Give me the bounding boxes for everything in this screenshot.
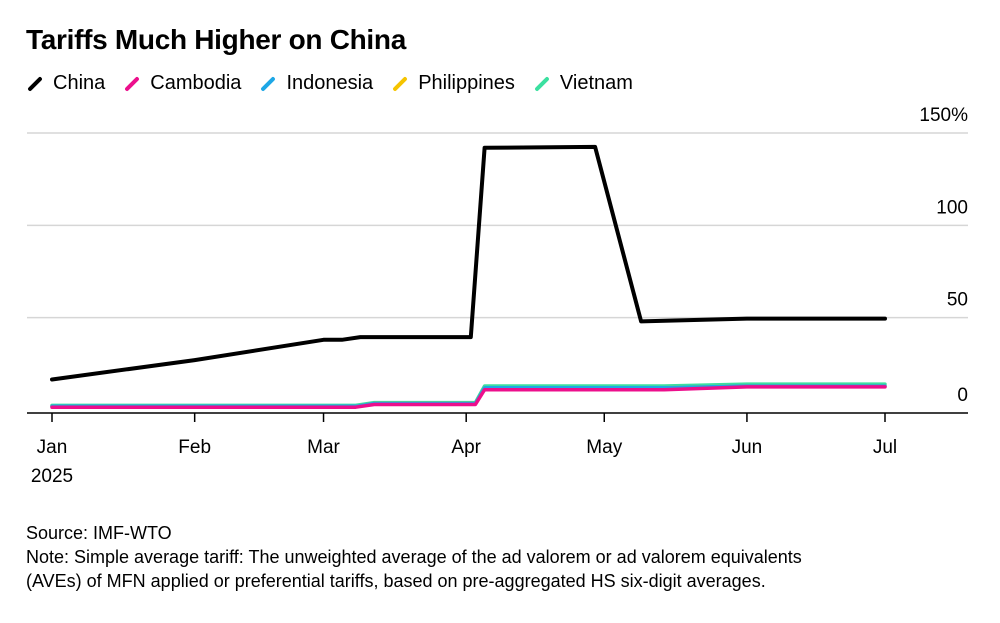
legend-item-indonesia: Indonesia: [259, 72, 373, 95]
legend-label-china: China: [53, 72, 106, 94]
series-line-cambodia: [50, 385, 887, 409]
x-tick-label-jan: Jan: [37, 437, 68, 458]
legend-item-philippines: Philippines: [391, 72, 515, 95]
x-tick-label-may: May: [586, 437, 622, 458]
x-tick-label-mar: Mar: [307, 437, 340, 458]
y-tick-label-0: 0: [957, 385, 968, 406]
y-tick-label-100: 100: [936, 197, 968, 218]
legend-label-cambodia: Cambodia: [150, 72, 242, 94]
legend-item-cambodia: Cambodia: [123, 72, 241, 95]
x-tick-label-feb: Feb: [178, 437, 211, 458]
x-tick-label-apr: Apr: [451, 437, 481, 458]
source-text: Source: IMF-WTO: [26, 523, 172, 543]
legend-item-vietnam: Vietnam: [533, 72, 633, 95]
legend: China Cambodia Indonesia Philippines Vie…: [26, 72, 651, 95]
legend-label-philippines: Philippines: [418, 72, 515, 94]
legend-item-china: China: [26, 72, 105, 95]
chart-footer: Source: IMF-WTO Note: Simple average tar…: [26, 521, 986, 593]
y-tick-label-50: 50: [947, 290, 968, 311]
note-text-line-1: Note: Simple average tariff: The unweigh…: [26, 547, 802, 567]
x-tick-label-jun: Jun: [732, 437, 763, 458]
x-tick-label-jul: Jul: [873, 437, 897, 458]
legend-label-vietnam: Vietnam: [559, 72, 633, 94]
x-tick-sublabel-jan: 2025: [31, 466, 73, 487]
chart-title: Tariffs Much Higher on China: [26, 24, 406, 55]
legend-label-indonesia: Indonesia: [286, 72, 374, 94]
note-text-line-2: (AVEs) of MFN applied or preferential ta…: [26, 571, 766, 591]
y-tick-label-150: 150%: [919, 105, 968, 126]
series-line-china: [50, 144, 887, 382]
